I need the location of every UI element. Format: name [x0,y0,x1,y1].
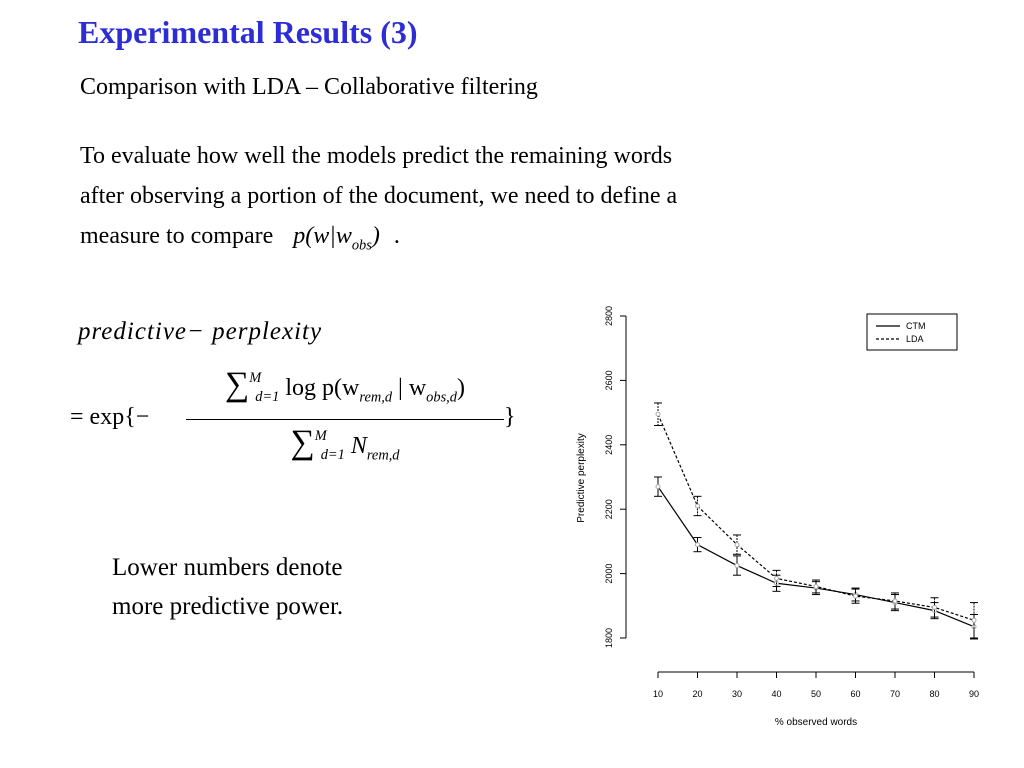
sum-symbol: ∑ [290,424,315,461]
data-point [734,542,740,548]
data-point [655,411,661,417]
equation-close: } [504,404,516,430]
y-axis-label: Predictive perplexity [576,433,587,522]
x-tick-label: 80 [929,689,939,699]
x-tick-label: 40 [771,689,781,699]
x-tick-label: 30 [732,689,742,699]
sum-symbol: ∑ [225,366,250,403]
series-line-ctm [657,486,975,628]
data-point [813,583,819,589]
denominator-sub: rem,d [366,447,400,464]
inline-formula-close: ) [371,223,380,249]
data-point [853,593,858,599]
note-line: more predictive power. [112,593,344,620]
body-line-text: measure to compare [80,223,274,249]
sum-upper: M [314,428,327,445]
data-point [655,484,661,490]
data-point [971,617,977,623]
denominator-expr: N [350,433,367,459]
y-tick-label: 2400 [604,435,614,455]
data-point [892,598,898,604]
inline-formula-sub: obs [351,237,372,254]
x-axis-label: % observed words [775,717,857,728]
inline-period: . [393,223,400,249]
slide-title: Experimental Results (3) [78,14,418,50]
slide-subtitle: Comparison with LDA – Collaborative filt… [80,74,538,100]
y-tick-label: 2800 [604,306,614,326]
fraction-numerator: ∑Md=1 log p(wrem,d | wobs,d) [184,366,506,406]
sum-upper: M [249,370,262,387]
data-point [695,503,700,509]
legend-box [866,313,958,351]
legend-label: LDA [906,334,924,344]
x-tick-label: 90 [969,689,979,699]
fraction-denominator: ∑Md=1 Nrem,d [184,424,506,464]
numerator-sub1: rem,d [359,389,393,406]
x-tick-label: 50 [811,689,821,699]
numerator-expr: log p(w [285,375,360,401]
data-point [932,604,937,610]
inline-formula-main: p(w|w [293,223,352,249]
data-point [695,542,700,548]
note-line: Lower numbers denote [112,554,343,581]
x-tick-label: 20 [692,689,702,699]
y-tick-label: 2600 [604,370,614,390]
equation-prefix: = exp{− [70,404,150,430]
x-tick-label: 10 [653,689,663,699]
numerator-close: ) [456,375,465,401]
y-tick-label: 2000 [604,564,614,584]
body-line: To evaluate how well the models predict … [80,143,673,169]
data-point [734,563,740,569]
numerator-sub2: obs,d [426,389,457,406]
x-tick-label: 60 [850,689,860,699]
numerator-mid: | w [392,375,427,401]
y-tick-label: 1800 [604,628,614,648]
body-line: after observing a portion of the documen… [80,183,678,209]
x-tick-label: 70 [890,689,900,699]
body-paragraph: To evaluate how well the models predict … [80,136,960,265]
chart-svg: 1800 2000 2200 2400 2600 2800 Predictive perpl… [576,306,979,728]
perplexity-chart: 1800 2000 2200 2400 2600 2800 Predictive perpl… [560,288,1024,738]
sum-lower: d=1 [255,389,280,406]
data-point [774,575,779,581]
inline-formula: p(w|wobs) [293,223,386,253]
body-line: measure to compare p(w|wobs) . [80,216,960,265]
note: Lower numbers denote more predictive pow… [112,548,343,626]
y-tick-label: 2200 [604,499,614,519]
sum-lower: d=1 [320,447,345,464]
formula-label: predictive− perplexity [78,318,323,345]
legend-label: CTM [906,321,926,331]
fraction-line [186,419,504,420]
